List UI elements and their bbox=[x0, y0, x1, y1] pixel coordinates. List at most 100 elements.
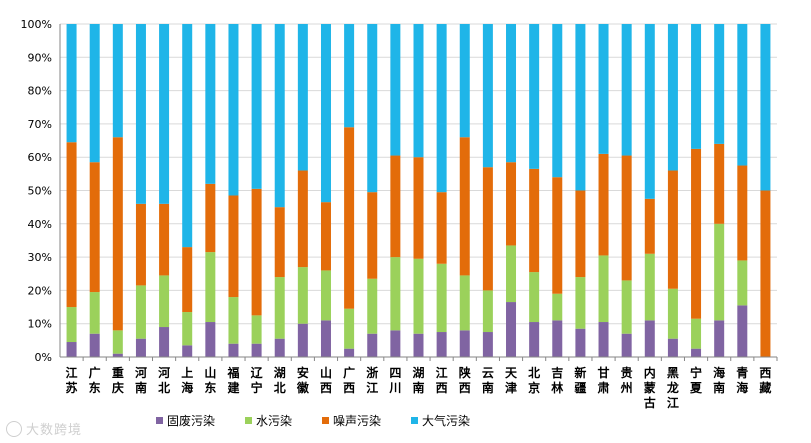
bar-segment-3-30 bbox=[760, 24, 771, 191]
x-category-label: 新疆 bbox=[574, 365, 586, 395]
bar-segment-1-12 bbox=[344, 308, 355, 349]
bar-segment-0-12 bbox=[344, 348, 355, 357]
bar-segment-2-21 bbox=[552, 177, 563, 294]
x-category-label: 内蒙古 bbox=[644, 365, 656, 410]
bar-segment-3-21 bbox=[552, 24, 563, 178]
bar-segment-0-6 bbox=[205, 322, 216, 357]
x-category-label: 重庆 bbox=[111, 365, 124, 395]
x-category-label: 四川 bbox=[388, 366, 401, 395]
bar-segment-0-8 bbox=[251, 343, 262, 357]
bar-segment-0-25 bbox=[644, 320, 655, 357]
x-category-label: 贵州 bbox=[620, 365, 633, 395]
bar-segment-1-25 bbox=[644, 253, 655, 321]
bar-segment-0-23 bbox=[598, 322, 609, 357]
bar-segment-0-27 bbox=[691, 348, 702, 357]
legend-swatch-solid-waste bbox=[156, 417, 163, 424]
bar-segment-3-28 bbox=[714, 24, 725, 144]
bar-segment-1-2 bbox=[112, 330, 123, 354]
bar-segment-3-9 bbox=[274, 24, 285, 208]
bar-segment-3-17 bbox=[459, 24, 470, 138]
x-category-label: 青海 bbox=[736, 365, 748, 395]
bar-segment-0-16 bbox=[436, 332, 447, 357]
bar-segment-2-19 bbox=[506, 162, 517, 246]
y-tick-label: 0% bbox=[35, 351, 52, 364]
bar-segment-3-29 bbox=[737, 24, 748, 166]
x-category-label: 天津 bbox=[505, 366, 518, 395]
legend-label-solid-waste: 固废污染 bbox=[167, 414, 216, 428]
bar-segment-0-24 bbox=[621, 333, 632, 357]
bar-segment-3-13 bbox=[367, 24, 378, 193]
bar-segment-1-15 bbox=[413, 258, 424, 334]
bar-segment-2-12 bbox=[344, 127, 355, 309]
bar-segment-0-15 bbox=[413, 333, 424, 357]
bar-segment-3-25 bbox=[644, 24, 655, 199]
bar-segment-2-6 bbox=[205, 183, 216, 253]
bar-segment-1-29 bbox=[737, 260, 748, 306]
bar-segment-0-20 bbox=[529, 322, 540, 357]
bar-segment-3-24 bbox=[621, 24, 632, 156]
bar-segment-2-23 bbox=[598, 153, 609, 256]
bar-segment-2-25 bbox=[644, 198, 655, 254]
legend-label-water: 水污染 bbox=[256, 414, 293, 428]
bar-segment-1-26 bbox=[667, 288, 678, 339]
bar-segment-0-21 bbox=[552, 320, 563, 357]
legend-swatch-air bbox=[411, 417, 419, 424]
bar-segment-3-3 bbox=[135, 24, 146, 204]
bar-segment-0-2 bbox=[112, 353, 123, 357]
bar-segment-1-24 bbox=[621, 280, 632, 334]
bar-segment-3-27 bbox=[691, 24, 702, 149]
x-category-label: 吉林 bbox=[551, 365, 563, 395]
y-tick-label: 80% bbox=[28, 85, 52, 98]
bar-segment-3-5 bbox=[182, 24, 193, 248]
bar-segment-3-4 bbox=[159, 24, 170, 204]
bar-segment-2-27 bbox=[691, 148, 702, 319]
legend-item-noise: 噪声污染 bbox=[322, 412, 381, 429]
legend-label-noise: 噪声污染 bbox=[333, 414, 382, 428]
bar-segment-2-17 bbox=[459, 137, 470, 276]
bar-segment-0-29 bbox=[737, 305, 748, 357]
bar-segment-1-28 bbox=[714, 223, 725, 321]
bar-segment-1-27 bbox=[691, 318, 702, 349]
bar-segment-3-18 bbox=[482, 24, 493, 168]
watermark-text: 大数跨境 bbox=[26, 423, 83, 438]
bar-segment-3-26 bbox=[667, 24, 678, 171]
bar-segment-0-1 bbox=[89, 333, 100, 357]
bar-segment-0-13 bbox=[367, 333, 378, 357]
bar-segment-1-18 bbox=[482, 290, 493, 333]
bar-segment-2-22 bbox=[575, 190, 586, 278]
bar-segment-3-2 bbox=[112, 24, 123, 138]
bar-segment-2-1 bbox=[89, 162, 100, 293]
y-tick-label: 30% bbox=[28, 251, 52, 264]
legend-label-air: 大气污染 bbox=[422, 414, 471, 428]
bar-segment-1-6 bbox=[205, 252, 216, 323]
x-category-label: 江西 bbox=[436, 365, 448, 395]
x-category-label: 辽宁 bbox=[251, 366, 264, 395]
bar-segment-2-13 bbox=[367, 192, 378, 279]
bar-segment-0-5 bbox=[182, 345, 193, 357]
bar-segment-0-11 bbox=[320, 320, 331, 357]
bar-segment-0-10 bbox=[297, 323, 308, 357]
x-category-label: 湖北 bbox=[274, 365, 286, 395]
x-category-label: 黑龙江 bbox=[667, 366, 679, 410]
bar-segment-2-18 bbox=[482, 167, 493, 291]
bar-segment-3-19 bbox=[506, 24, 517, 163]
x-category-label: 湖南 bbox=[412, 365, 424, 395]
y-tick-label: 40% bbox=[28, 218, 52, 231]
bar-segment-2-4 bbox=[159, 203, 170, 276]
bar-segment-3-0 bbox=[66, 24, 77, 143]
x-category-label: 陕西 bbox=[459, 365, 471, 395]
x-category-label: 广东 bbox=[89, 365, 101, 395]
bar-segment-2-28 bbox=[714, 143, 725, 224]
legend-item-water: 水污染 bbox=[245, 412, 292, 429]
x-category-label: 河北 bbox=[157, 365, 170, 395]
y-tick-label: 50% bbox=[28, 185, 52, 198]
x-category-label: 浙江 bbox=[366, 365, 378, 395]
y-tick-label: 60% bbox=[28, 151, 52, 164]
x-category-label: 甘肃 bbox=[598, 365, 610, 395]
bar-segment-3-22 bbox=[575, 24, 586, 191]
bar-segment-2-14 bbox=[390, 155, 401, 258]
bar-segment-3-6 bbox=[205, 24, 216, 184]
bar-segment-0-0 bbox=[66, 342, 77, 357]
x-category-label: 山西 bbox=[320, 365, 332, 395]
